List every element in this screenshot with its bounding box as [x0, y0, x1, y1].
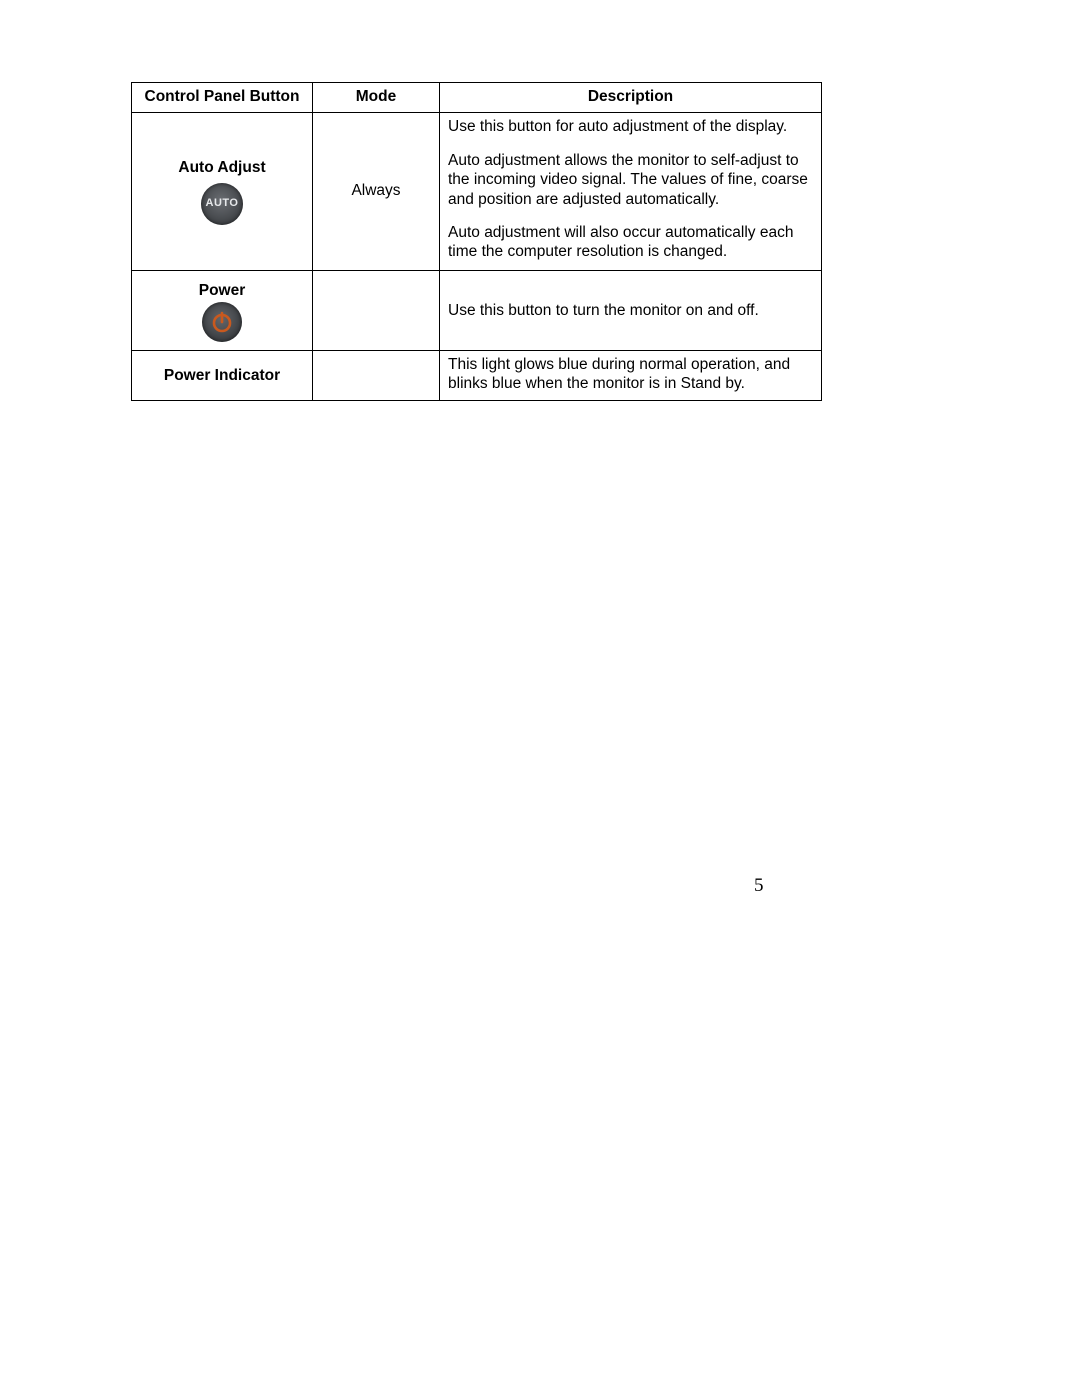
cell-mode-power-indicator	[313, 351, 440, 401]
auto-icon-text: AUTO	[206, 197, 239, 211]
desc-paragraph: Use this button for auto adjustment of t…	[448, 117, 813, 136]
cell-mode-power	[313, 270, 440, 350]
table-row: Auto Adjust AUTO Always Use this button …	[132, 113, 822, 270]
cell-button-power: Power	[132, 270, 313, 350]
auto-icon-circle: AUTO	[201, 183, 243, 225]
table-header-row: Control Panel Button Mode Description	[132, 83, 822, 113]
desc-paragraph: Auto adjustment allows the monitor to se…	[448, 151, 813, 209]
power-icon	[202, 302, 242, 342]
cell-description-auto-adjust: Use this button for auto adjustment of t…	[440, 113, 822, 270]
auto-icon: AUTO	[201, 183, 243, 225]
header-control-panel-button: Control Panel Button	[132, 83, 313, 113]
cell-description-power-indicator: This light glows blue during normal oper…	[440, 351, 822, 401]
power-glyph-icon	[210, 310, 234, 334]
page-number: 5	[754, 875, 764, 897]
button-label-power-indicator: Power Indicator	[140, 366, 304, 385]
table-row: Power Indicator This light glows blue du…	[132, 351, 822, 401]
cell-description-power: Use this button to turn the monitor on a…	[440, 270, 822, 350]
desc-paragraph: Use this button to turn the monitor on a…	[448, 301, 813, 320]
cell-mode-auto-adjust: Always	[313, 113, 440, 270]
header-description: Description	[440, 83, 822, 113]
button-label-auto-adjust: Auto Adjust	[178, 158, 265, 177]
power-icon-circle	[202, 302, 242, 342]
control-panel-table: Control Panel Button Mode Description Au…	[131, 82, 822, 401]
cell-button-auto-adjust: Auto Adjust AUTO	[132, 113, 313, 270]
cell-button-power-indicator: Power Indicator	[132, 351, 313, 401]
button-label-power: Power	[199, 281, 246, 300]
table-row: Power Use this button to	[132, 270, 822, 350]
header-mode: Mode	[313, 83, 440, 113]
desc-paragraph: Auto adjustment will also occur automati…	[448, 223, 813, 262]
document-page: Control Panel Button Mode Description Au…	[0, 0, 1080, 1397]
desc-paragraph: This light glows blue during normal oper…	[448, 355, 813, 394]
